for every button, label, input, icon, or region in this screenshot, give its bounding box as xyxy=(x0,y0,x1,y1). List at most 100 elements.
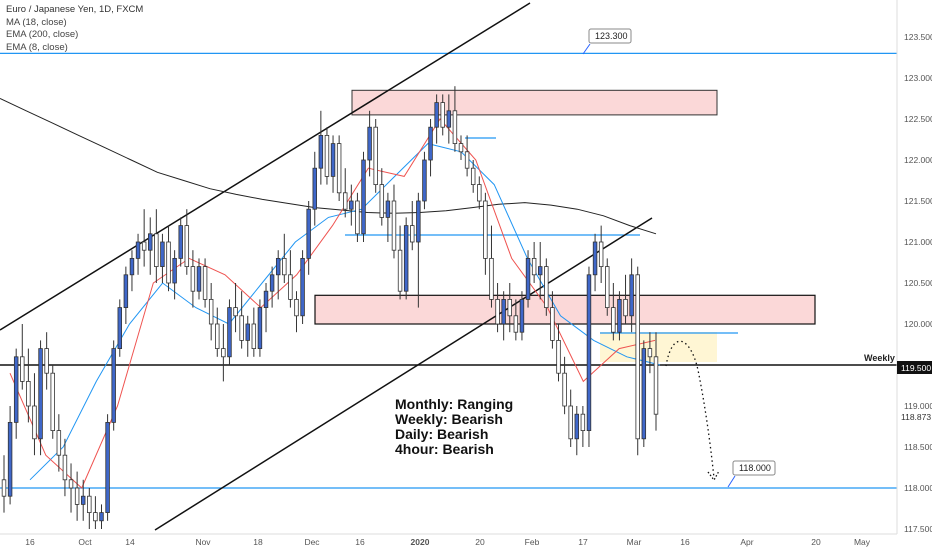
candle-body xyxy=(263,290,269,309)
candle xyxy=(99,504,104,529)
y-tick-label: 121.500 xyxy=(904,196,932,206)
y-tick-label: 123.000 xyxy=(904,73,932,83)
weekly-price-tag-text: 119.500 xyxy=(901,363,931,373)
candle-body xyxy=(257,307,263,350)
bias-weekly: Weekly: Bearish xyxy=(395,411,503,427)
y-tick-label: 122.500 xyxy=(904,114,932,124)
weekly-level-label: Weekly xyxy=(864,353,895,363)
candle-body xyxy=(537,266,543,276)
candle xyxy=(611,283,616,341)
candle xyxy=(160,233,165,283)
x-tick-label: Mar xyxy=(627,537,642,547)
candle-body xyxy=(531,257,537,276)
candle xyxy=(410,201,415,251)
candle-body xyxy=(544,266,549,309)
candle-body xyxy=(349,200,354,210)
y-tick-label: 117.500 xyxy=(904,524,932,534)
candle-body xyxy=(178,225,183,259)
candle-body xyxy=(336,143,342,194)
target-zone xyxy=(600,332,717,362)
candle-body xyxy=(148,233,153,251)
x-tick-label: 2020 xyxy=(411,537,430,547)
legend-title: Euro / Japanese Yen, 1D, FXCM xyxy=(6,4,144,15)
candle xyxy=(123,266,129,324)
candle xyxy=(215,307,220,357)
bias-4hour: 4hour: Bearish xyxy=(395,441,494,457)
candle xyxy=(1,455,7,513)
candle-body xyxy=(208,298,214,325)
candle-body xyxy=(68,479,74,489)
callout-123300: 123.300 xyxy=(582,28,632,55)
chart-legend: Euro / Japanese Yen, 1D, FXCM MA (18, cl… xyxy=(6,4,143,54)
candle xyxy=(117,299,123,357)
candle xyxy=(330,135,336,193)
candle xyxy=(196,258,202,300)
candle xyxy=(239,291,244,349)
candle xyxy=(129,250,135,292)
y-tick-label: 122.000 xyxy=(904,155,932,165)
candle-body xyxy=(275,257,281,276)
candle xyxy=(385,192,391,242)
candle xyxy=(580,406,586,447)
candle-body xyxy=(117,307,123,350)
candle-body xyxy=(62,454,68,481)
candle-body xyxy=(105,421,110,513)
candle-body xyxy=(7,421,13,497)
candle-body xyxy=(330,143,336,177)
candle xyxy=(300,250,305,324)
candle-body xyxy=(519,298,525,333)
candle-body xyxy=(50,372,55,432)
candle-body xyxy=(501,298,506,325)
candle xyxy=(470,160,476,193)
candle-body xyxy=(99,512,104,522)
candle-body xyxy=(580,413,586,432)
candle-body xyxy=(318,134,324,169)
candle xyxy=(202,258,208,308)
candle-body xyxy=(525,257,531,300)
candle xyxy=(501,291,506,341)
candle xyxy=(275,250,281,300)
candle-body xyxy=(568,405,573,440)
candle-body xyxy=(617,298,622,333)
candle-body xyxy=(312,167,317,210)
candle-body xyxy=(184,225,190,268)
candle xyxy=(623,274,628,324)
candle xyxy=(80,479,86,521)
candle xyxy=(135,233,141,275)
candle xyxy=(531,242,537,283)
last-price-tag-text: 118.873 xyxy=(901,412,931,422)
candle-body xyxy=(239,315,244,341)
candle-body xyxy=(647,348,653,358)
candle xyxy=(227,299,232,365)
candle xyxy=(629,258,634,333)
candle xyxy=(263,283,269,333)
candle-body xyxy=(495,298,500,325)
candle xyxy=(477,176,482,210)
candle xyxy=(178,217,183,267)
candle-body xyxy=(446,110,452,128)
x-tick-label: 14 xyxy=(125,537,135,547)
candle-body xyxy=(605,266,610,309)
candle xyxy=(221,324,226,382)
candle-body xyxy=(416,200,421,243)
candle xyxy=(605,258,610,316)
x-axis: 16 Oct 14 Nov 18 Dec 16 2020 20 Feb 17 Mar 16 Apr 20 Ma… xyxy=(0,533,897,547)
candle xyxy=(537,242,543,300)
candle xyxy=(44,332,49,390)
candle xyxy=(550,291,555,349)
candle-body xyxy=(1,479,7,497)
candle-body xyxy=(288,274,293,300)
candle-body xyxy=(111,348,116,423)
candle-body xyxy=(20,356,25,382)
callout-118000-label: 118.000 xyxy=(739,463,771,473)
line-ema200 xyxy=(0,98,657,235)
candle xyxy=(93,496,98,529)
candle xyxy=(434,94,439,144)
candle xyxy=(245,315,250,357)
candle xyxy=(458,135,464,160)
candle xyxy=(312,151,317,226)
projected-arrowhead xyxy=(707,470,720,482)
annotations-layer xyxy=(665,340,720,482)
y-tick-label: 121.000 xyxy=(904,237,932,247)
